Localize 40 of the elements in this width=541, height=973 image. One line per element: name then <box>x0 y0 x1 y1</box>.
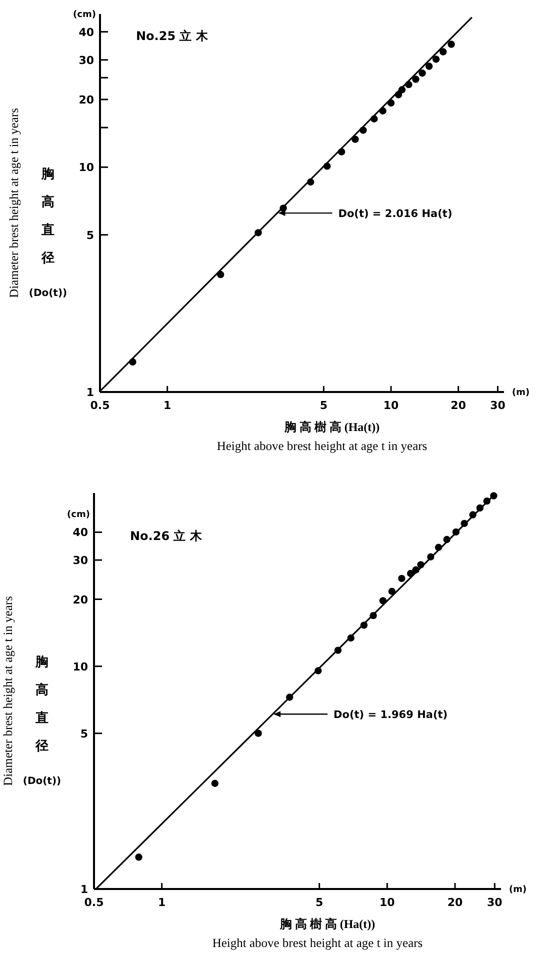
annotation: Do(t) = 1.969 Ha(t) <box>334 709 448 722</box>
x-tick-label: 20 <box>450 399 466 412</box>
y-tick-label: 30 <box>78 54 94 67</box>
x-tick-label: 10 <box>383 399 400 412</box>
x-tick-label: 10 <box>380 896 396 909</box>
y-tick-label: 40 <box>72 526 88 540</box>
text: (cm) <box>73 10 96 20</box>
x-axis-title: 胸 高 樹 高 (Ha(t)) <box>278 917 376 931</box>
y-tick-label: 20 <box>72 593 88 606</box>
text: (m) <box>512 388 530 398</box>
x-axis-title: 胸 高 樹 高 (Ha(t)) <box>283 420 380 434</box>
text: (m) <box>509 885 527 895</box>
y-tick-label: 1 <box>86 386 94 399</box>
text: No.26 立 木 <box>130 529 203 544</box>
x-tick-label: 5 <box>320 399 328 412</box>
y-tick-label: 5 <box>80 727 88 740</box>
annotation: Do(t) = 2.016 Ha(t) <box>338 208 452 220</box>
text: (cm) <box>67 510 90 520</box>
x-tick-label: 5 <box>316 896 324 909</box>
x-tick-label: 0.5 <box>84 896 104 909</box>
y-tick-label: 10 <box>78 161 94 174</box>
text: Height above brest height at age t in years <box>212 936 423 950</box>
x-tick-label: 0.5 <box>90 399 110 412</box>
y-axis-title: Diameter brest height at age t in years <box>1 596 15 786</box>
text: No.25 立 木 <box>136 28 209 43</box>
x-tick-label: 30 <box>487 896 503 909</box>
x-tick-label: 1 <box>164 399 172 412</box>
x-tick-label: 30 <box>490 399 506 412</box>
y-tick-label: 40 <box>78 26 94 39</box>
text: Height above brest height at age t in years <box>216 439 428 453</box>
y-axis-title: Diameter brest height at age t in years <box>7 108 21 298</box>
x-tick-label: 20 <box>447 896 463 909</box>
y-tick-label: 30 <box>72 554 88 568</box>
y-tick-label: 10 <box>72 660 88 674</box>
y-tick-label: 1 <box>80 883 88 896</box>
x-tick-label: 1 <box>158 896 166 909</box>
y-tick-label: 20 <box>78 93 94 106</box>
text: 胸高直径 (Do(t)) <box>28 166 68 299</box>
y-tick-label: 5 <box>86 228 94 242</box>
text: 胸高直径 (Do(t)) <box>22 654 62 787</box>
